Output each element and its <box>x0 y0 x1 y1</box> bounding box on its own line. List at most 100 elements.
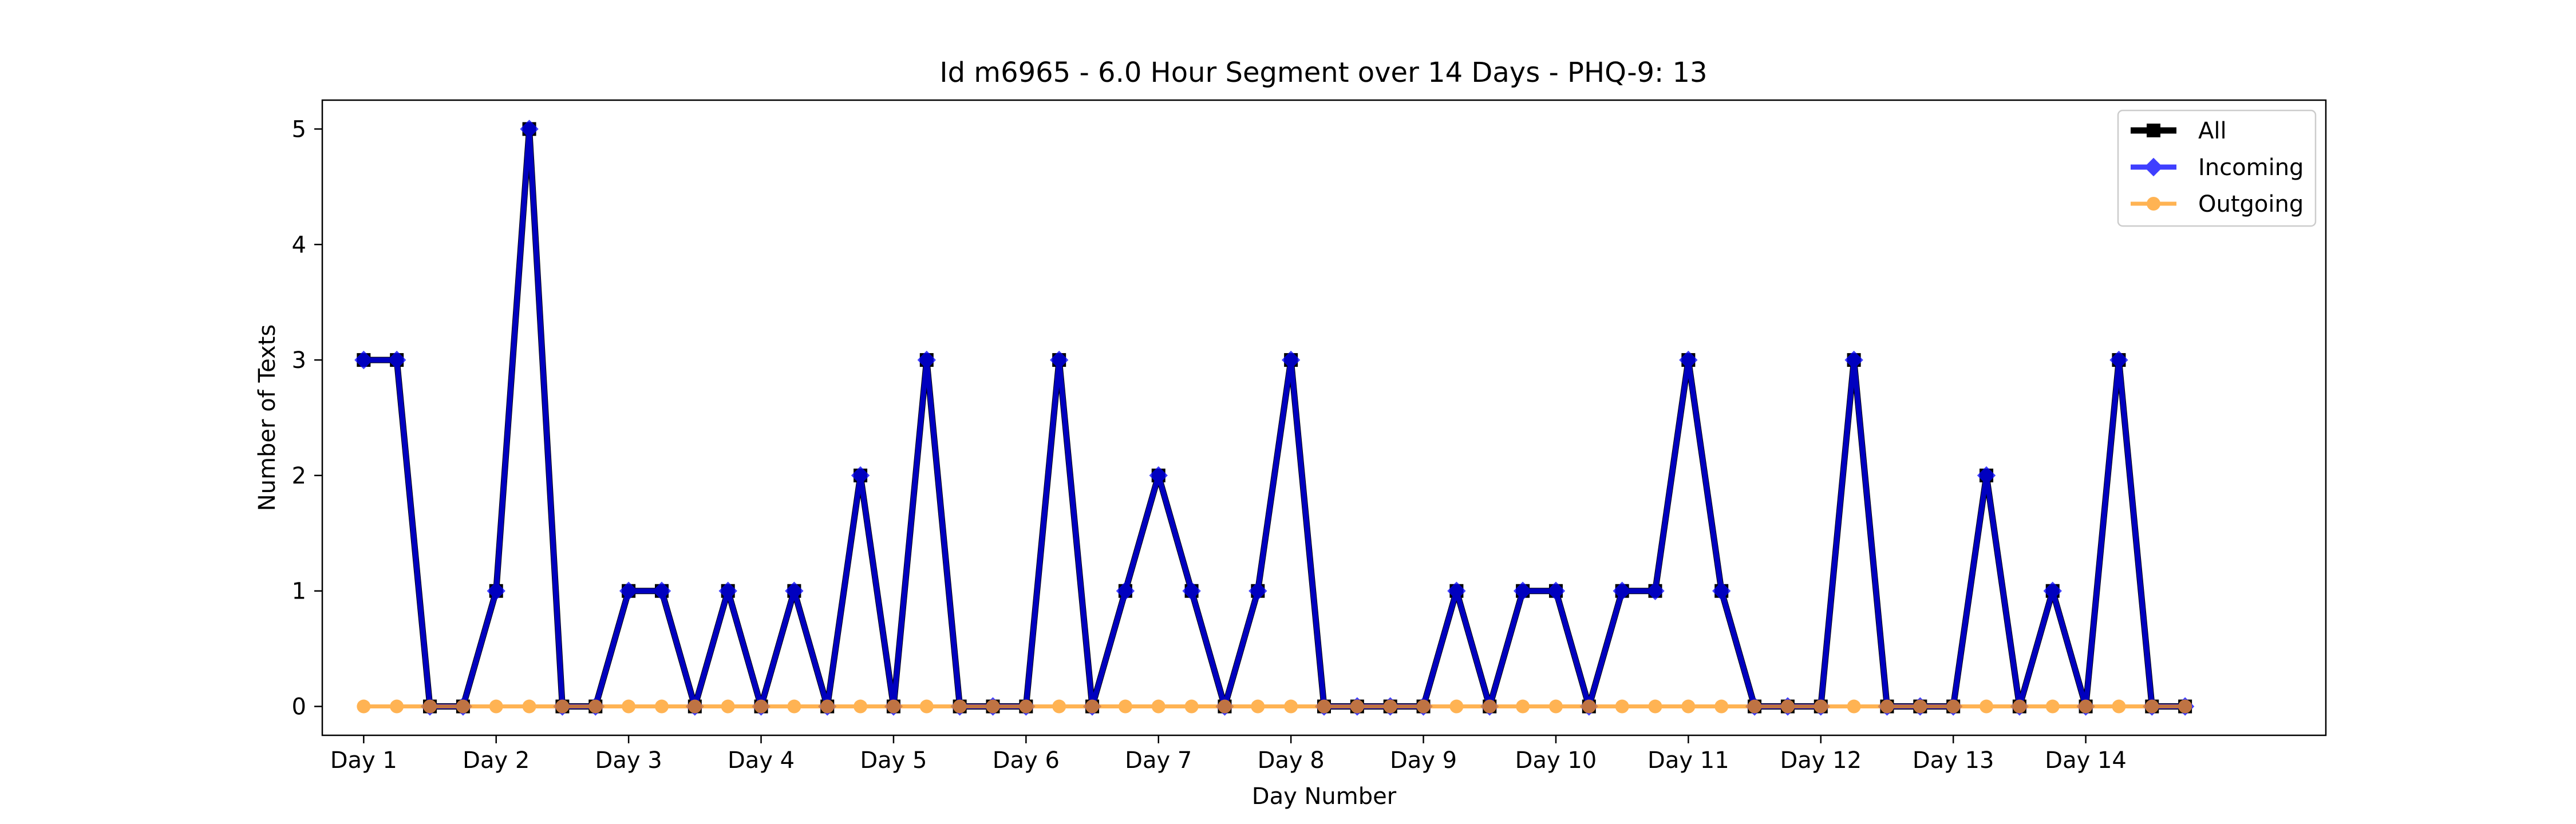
legend-item-all <box>2131 124 2176 137</box>
data-point-outgoing <box>1880 699 1894 714</box>
data-point-incoming <box>2043 581 2062 600</box>
data-point-incoming <box>1844 350 1863 370</box>
data-point-outgoing <box>1251 699 1265 714</box>
data-point-outgoing <box>489 699 503 714</box>
legend-frame <box>2117 109 2317 227</box>
data-point-outgoing <box>1847 699 1861 714</box>
data-point-outgoing <box>1383 699 1397 714</box>
data-point-incoming <box>1281 350 1301 370</box>
data-point-outgoing <box>1582 699 1596 714</box>
data-point-outgoing <box>588 699 603 714</box>
data-point-outgoing <box>1814 699 1828 714</box>
y-tick-label: 0 <box>292 694 306 720</box>
x-tick-label: Day 8 <box>1258 747 1325 774</box>
data-point-incoming <box>2109 350 2128 370</box>
data-point-outgoing <box>423 699 437 714</box>
x-tick-label: Day 14 <box>2045 747 2127 774</box>
data-point-incoming <box>1613 581 1631 600</box>
data-point-outgoing <box>1085 699 1100 714</box>
data-point-outgoing <box>1748 699 1762 714</box>
legend-label: Outgoing <box>2198 191 2304 217</box>
legend-item-outgoing <box>2131 197 2176 211</box>
data-point-incoming <box>387 350 406 370</box>
legend-swatch-marker <box>2147 124 2160 137</box>
legend-item-incoming <box>2131 157 2176 177</box>
data-point-incoming <box>520 120 539 138</box>
data-point-outgoing <box>953 699 967 714</box>
data-point-outgoing <box>2178 699 2192 714</box>
data-point-outgoing <box>1449 699 1464 714</box>
data-point-outgoing <box>2145 699 2159 714</box>
data-point-outgoing <box>1019 699 1033 714</box>
data-point-outgoing <box>1980 699 1994 714</box>
data-point-incoming <box>785 581 804 600</box>
y-tick-label: 5 <box>292 116 306 142</box>
plot-area <box>354 120 2195 716</box>
data-point-outgoing <box>886 699 900 714</box>
data-point-incoming <box>851 466 870 485</box>
data-point-outgoing <box>522 699 536 714</box>
data-point-incoming <box>1249 581 1267 600</box>
data-point-incoming <box>1447 581 1466 600</box>
data-point-outgoing <box>1946 699 1961 714</box>
data-point-outgoing <box>1052 699 1066 714</box>
data-point-incoming <box>1977 466 1996 485</box>
data-point-outgoing <box>1780 699 1795 714</box>
data-point-outgoing <box>919 699 934 714</box>
data-point-outgoing <box>357 699 371 714</box>
data-point-outgoing <box>820 699 835 714</box>
legend-swatch-marker <box>2144 157 2163 177</box>
data-point-outgoing <box>1483 699 1497 714</box>
data-point-outgoing <box>1118 699 1132 714</box>
data-point-incoming <box>1712 581 1731 600</box>
data-point-outgoing <box>1548 699 1563 714</box>
data-point-outgoing <box>390 699 404 714</box>
data-point-outgoing <box>654 699 669 714</box>
data-point-outgoing <box>1913 699 1927 714</box>
data-point-incoming <box>487 581 505 600</box>
x-axis: Day 1 Day 2 Day 3 Day 4 Day 5 Day 6 Day 7 Day 8… <box>330 735 2127 774</box>
data-point-outgoing <box>2012 699 2026 714</box>
x-tick-label: Day 9 <box>1390 747 1457 774</box>
data-point-outgoing <box>2112 699 2126 714</box>
data-point-incoming <box>917 350 936 370</box>
data-point-incoming <box>354 350 373 370</box>
data-point-incoming <box>1513 581 1532 600</box>
data-point-outgoing <box>1416 699 1431 714</box>
legend-swatch-marker <box>2147 197 2160 211</box>
plot-frame <box>321 99 2327 736</box>
x-tick-label: Day 1 <box>330 747 397 774</box>
data-point-incoming <box>652 581 671 600</box>
x-tick-label: Day 2 <box>463 747 530 774</box>
data-point-outgoing <box>2079 699 2093 714</box>
y-tick-label: 4 <box>292 232 306 258</box>
data-point-outgoing <box>721 699 735 714</box>
data-point-outgoing <box>754 699 768 714</box>
x-tick-label: Day 3 <box>595 747 662 774</box>
data-point-outgoing <box>1516 699 1530 714</box>
y-tick-label: 2 <box>292 463 306 489</box>
data-point-incoming <box>718 581 737 600</box>
data-point-outgoing <box>1184 699 1199 714</box>
data-point-outgoing <box>986 699 1000 714</box>
data-point-outgoing <box>1714 699 1729 714</box>
chart-title: Id m6965 - 6.0 Hour Segment over 14 Days… <box>939 57 1707 89</box>
x-tick-label: Day 5 <box>860 747 927 774</box>
data-point-incoming <box>1149 466 1168 485</box>
data-point-outgoing <box>1284 699 1298 714</box>
data-point-outgoing <box>456 699 470 714</box>
y-tick-label: 1 <box>292 579 306 605</box>
x-tick-label: Day 12 <box>1780 747 1862 774</box>
x-tick-label: Day 4 <box>728 747 795 774</box>
data-point-outgoing <box>1350 699 1364 714</box>
data-point-incoming <box>1679 350 1698 370</box>
data-point-outgoing <box>787 699 801 714</box>
legend-label: Incoming <box>2198 154 2304 181</box>
y-axis: 0 1 2 3 4 5 <box>292 116 322 720</box>
data-point-incoming <box>619 581 638 600</box>
x-tick-label: Day 13 <box>1913 747 1994 774</box>
data-point-incoming <box>1546 581 1566 600</box>
data-point-outgoing <box>1615 699 1629 714</box>
series-outgoing <box>357 699 2192 714</box>
